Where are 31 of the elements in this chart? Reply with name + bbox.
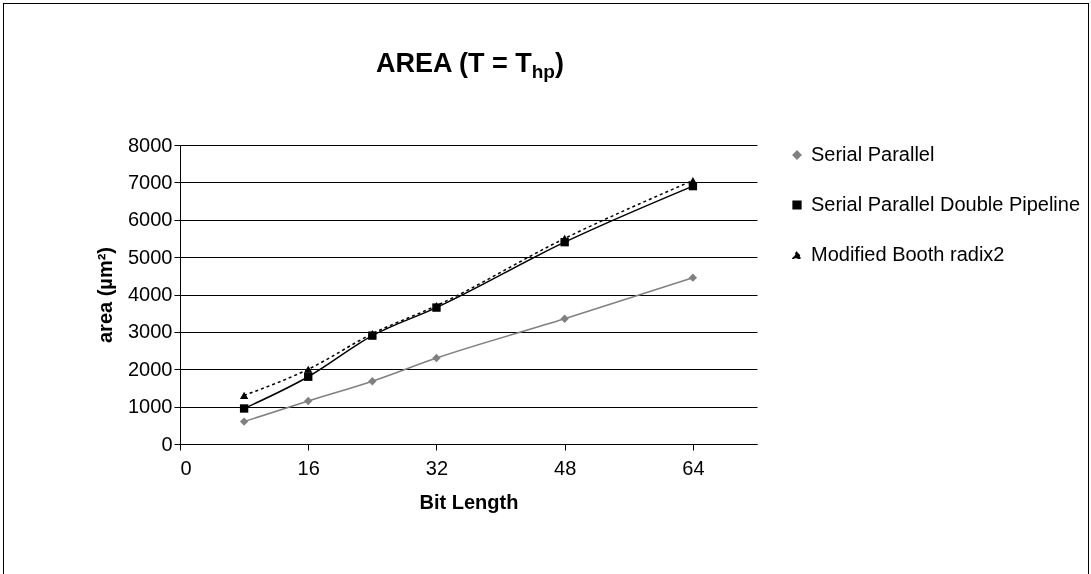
point <box>239 417 249 426</box>
y-tick-label: 7000 <box>128 170 173 193</box>
point <box>560 234 569 243</box>
y-tick-label: 6000 <box>128 208 173 231</box>
chart-title: AREA (T = T$_{hp}$) <box>375 48 565 84</box>
legend-label: Serial Parallel <box>811 143 935 165</box>
legend-label: Serial Parallel Double Pipeline <box>811 193 1081 215</box>
point <box>239 391 249 400</box>
y-tick-label: 4000 <box>128 283 173 305</box>
y-tick-label: 8000 <box>128 133 173 156</box>
y-tick-label: 1000 <box>128 395 173 418</box>
point <box>432 353 441 363</box>
legend-label: Modified Booth radix2 <box>811 243 1005 265</box>
x-tick-label: 32 <box>425 456 449 479</box>
point <box>304 365 313 373</box>
x-axis-title: Bit Length <box>419 490 519 513</box>
point <box>368 377 377 386</box>
x-tick-label: 16 <box>297 456 320 479</box>
point <box>560 314 569 323</box>
y-tick-label: 5000 <box>128 245 173 268</box>
y-axis-title: area (µm²) <box>94 247 117 343</box>
x-tick-label: 0 <box>180 456 192 479</box>
y-tick-label: 2000 <box>128 357 173 380</box>
x-tick-label: 48 <box>554 456 577 479</box>
point <box>304 372 313 381</box>
point <box>239 404 249 413</box>
point <box>688 273 698 282</box>
x-tick-label: 64 <box>682 456 705 479</box>
point <box>304 396 313 406</box>
y-tick-label: 3000 <box>128 320 173 343</box>
y-tick-label: 0 <box>161 432 173 455</box>
